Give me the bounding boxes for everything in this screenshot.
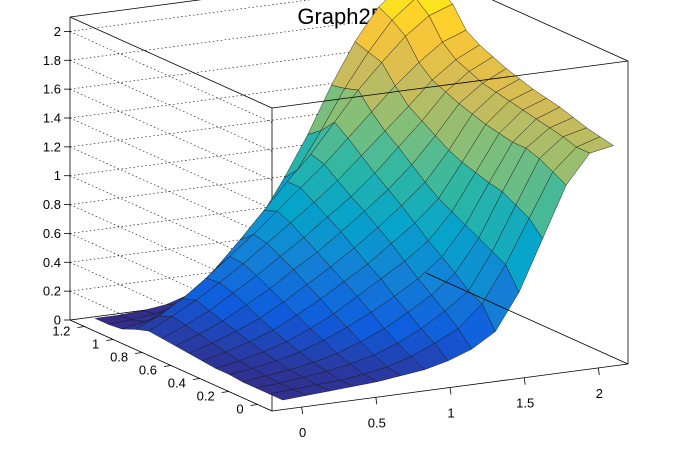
y-tick-label: 0.8 xyxy=(110,350,128,365)
x-tick-mark xyxy=(523,377,526,385)
x-tick-label: 0 xyxy=(299,425,306,440)
box-back-edge xyxy=(69,16,273,109)
x-tick-mark xyxy=(449,387,452,395)
x-tick-mark xyxy=(597,367,600,375)
y-tick-mark xyxy=(221,391,229,393)
z-grid-left xyxy=(69,88,273,181)
tick-layer: 0 0.2 0.4 0.6 0.8 1 1.2 1.4 1.6 1.8 2 0 0.2 0.4 0.6 0.8… xyxy=(43,24,603,440)
z-tick-label: 0 xyxy=(54,313,61,328)
y-tick-label: 0.4 xyxy=(168,376,186,391)
x-tick-mark xyxy=(301,407,304,415)
y-tick-mark xyxy=(192,378,200,380)
x-tick-label: 2 xyxy=(596,386,603,401)
z-tick-label: 0.8 xyxy=(43,197,61,212)
surface-cell xyxy=(576,136,614,154)
box-back-edge xyxy=(69,0,202,18)
z-grid-left xyxy=(69,146,273,239)
z-grid-left xyxy=(69,60,273,152)
z-tick-label: 0.6 xyxy=(43,226,61,241)
z-tick-label: 1.6 xyxy=(43,82,61,97)
y-tick-mark xyxy=(135,352,143,354)
z-tick-label: 2 xyxy=(54,24,61,39)
z-tick-label: 1 xyxy=(54,168,61,183)
box-back-edge xyxy=(491,0,629,62)
y-tick-label: 1.2 xyxy=(52,324,70,339)
y-tick-label: 1 xyxy=(92,337,99,352)
y-tick-mark xyxy=(77,326,85,328)
x-tick-label: 0.5 xyxy=(368,415,386,430)
z-tick-label: 1.2 xyxy=(43,139,61,154)
x-tick-label: 1 xyxy=(447,406,454,421)
z-tick-label: 0.2 xyxy=(43,284,61,299)
y-tick-mark xyxy=(106,339,114,341)
y-tick-mark xyxy=(163,365,172,367)
y-tick-mark xyxy=(250,404,258,406)
box-front-edge xyxy=(271,60,629,109)
z-tick-label: 0.4 xyxy=(43,255,61,270)
z-tick-label: 1.4 xyxy=(43,111,61,126)
front-frame-layer xyxy=(271,60,629,412)
surface-layer xyxy=(94,0,614,401)
box-front-edge xyxy=(425,272,629,365)
x-tick-mark xyxy=(375,397,378,405)
y-tick-label: 0.6 xyxy=(139,363,157,378)
z-grid-left xyxy=(69,117,273,210)
y-tick-label: 0 xyxy=(236,402,243,417)
y-tick-label: 0.2 xyxy=(197,389,215,404)
z-tick-label: 1.8 xyxy=(43,53,61,68)
x-tick-label: 1.5 xyxy=(516,396,534,411)
z-grid-left xyxy=(69,31,273,123)
